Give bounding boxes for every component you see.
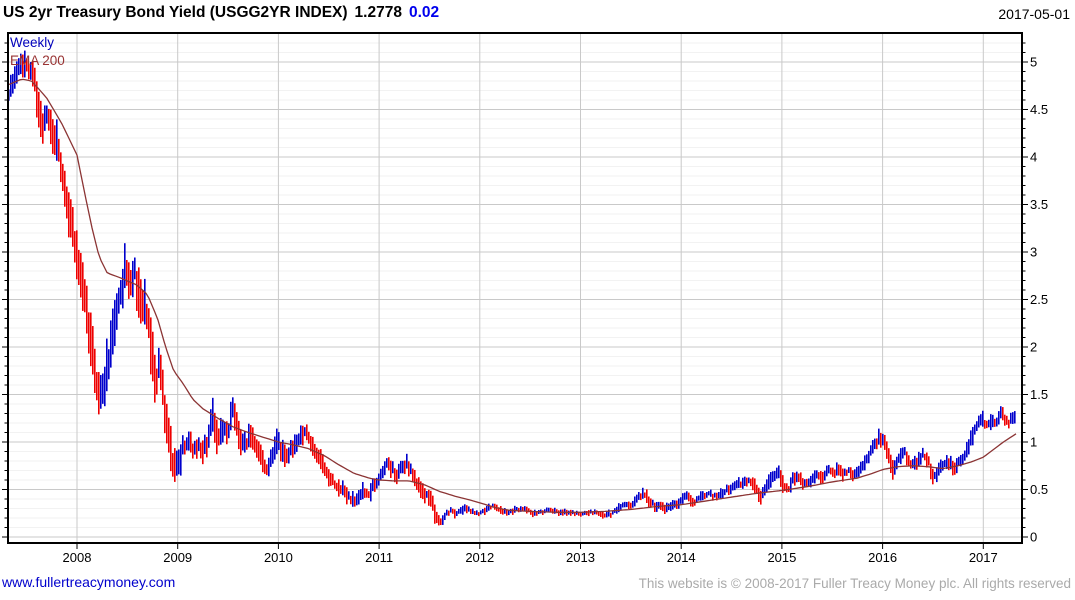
ema-legend-label: EMA 200 — [10, 53, 65, 68]
ema-line — [7, 78, 1017, 513]
y-tick-label: 4 — [1030, 150, 1037, 165]
page-title: US 2yr Treasury Bond Yield (USGG2YR INDE… — [3, 4, 348, 21]
x-axis-labels: 2008 2009 2010 2011 2012 2013 2014 2015 2016 2017 — [63, 550, 998, 565]
chart-title-bar: US 2yr Treasury Bond Yield (USGG2YR INDE… — [3, 4, 439, 22]
change-value: 0.02 — [408, 4, 440, 21]
x-tick-label: 2008 — [63, 550, 92, 565]
chart-date: 2017-05-01 — [998, 6, 1070, 22]
y-axis-labels: 0 0.5 1 1.5 2 2.5 3 3.5 4 4.5 5 — [1030, 55, 1048, 545]
y-tick-label: 5 — [1030, 55, 1037, 70]
y-tick-label: 3 — [1030, 245, 1037, 260]
y-tick-label: 4.5 — [1030, 102, 1048, 117]
minor-gridlines — [8, 42, 1022, 528]
x-tick-label: 2013 — [566, 550, 595, 565]
x-tick-label: 2010 — [264, 550, 293, 565]
copyright-text: This website is © 2008-2017 Fuller Treac… — [638, 576, 1071, 591]
year-gridlines — [76, 33, 984, 543]
y-tick-label: 1 — [1030, 435, 1037, 450]
x-tick-label: 2014 — [667, 550, 696, 565]
y-tick-label: 3.5 — [1030, 197, 1048, 212]
site-link[interactable]: www.fullertreacymoney.com — [2, 574, 176, 590]
last-value: 1.2778 — [354, 4, 402, 21]
frequency-label: Weekly — [10, 35, 55, 50]
weekly-range-bars — [8, 50, 1016, 526]
tick-marks — [2, 42, 1028, 549]
y-tick-label: 0.5 — [1030, 482, 1048, 497]
y-tick-label: 2.5 — [1030, 292, 1048, 307]
x-tick-label: 2017 — [969, 550, 998, 565]
y-tick-label: 0 — [1030, 530, 1037, 545]
x-tick-label: 2016 — [868, 550, 897, 565]
major-gridlines — [8, 61, 1022, 538]
x-tick-label: 2009 — [163, 550, 192, 565]
x-tick-label: 2011 — [365, 550, 393, 565]
x-tick-label: 2015 — [767, 550, 796, 565]
y-tick-label: 1.5 — [1030, 387, 1048, 402]
axes — [7, 32, 1023, 544]
y-tick-label: 2 — [1030, 340, 1037, 355]
x-tick-label: 2012 — [465, 550, 494, 565]
